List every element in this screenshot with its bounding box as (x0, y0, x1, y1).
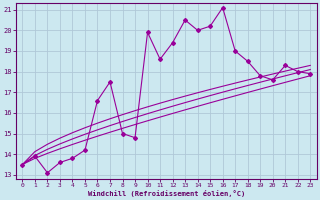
X-axis label: Windchill (Refroidissement éolien,°C): Windchill (Refroidissement éolien,°C) (88, 190, 245, 197)
